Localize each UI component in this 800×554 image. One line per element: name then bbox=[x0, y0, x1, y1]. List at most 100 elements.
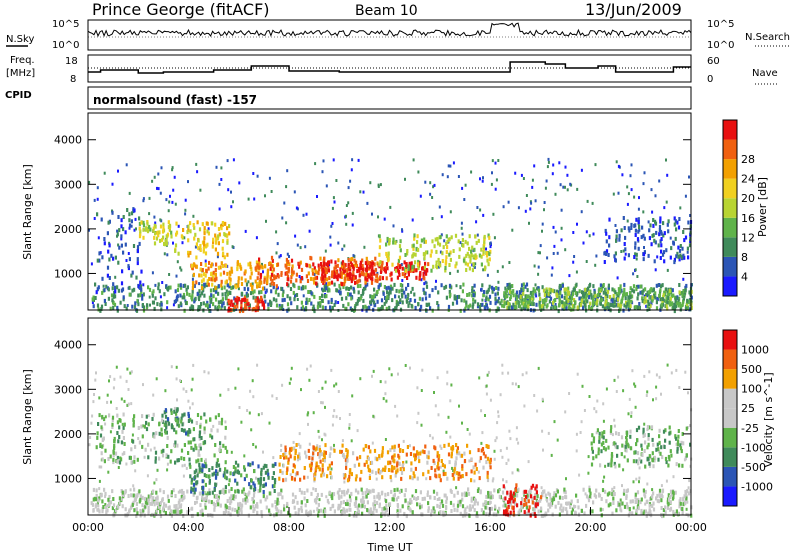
heatmap-cell bbox=[381, 469, 383, 473]
heatmap-cell bbox=[433, 244, 436, 249]
heatmap-cell bbox=[627, 299, 630, 304]
heatmap-cell bbox=[378, 262, 381, 267]
heatmap-cell bbox=[133, 305, 137, 310]
heatmap-cell bbox=[112, 497, 115, 501]
noise-tick-top: 10^5 bbox=[52, 19, 79, 30]
heatmap-cell bbox=[128, 226, 131, 230]
heatmap-cell bbox=[559, 506, 562, 511]
heatmap-cell bbox=[272, 456, 275, 460]
heatmap-cell bbox=[271, 484, 274, 489]
heatmap-cell bbox=[120, 224, 123, 229]
heatmap-cell bbox=[366, 306, 369, 311]
heatmap-cell bbox=[88, 180, 91, 184]
heatmap-cell bbox=[684, 501, 687, 506]
heatmap-cell bbox=[630, 299, 633, 304]
heatmap-cell bbox=[350, 491, 353, 496]
heatmap-cell bbox=[152, 412, 155, 417]
heatmap-cell bbox=[447, 164, 450, 168]
heatmap-cell bbox=[157, 233, 160, 238]
heatmap-cell bbox=[509, 295, 512, 299]
heatmap-cell bbox=[201, 222, 204, 227]
heatmap-cell bbox=[452, 503, 455, 508]
heatmap-cell bbox=[106, 231, 109, 236]
heatmap-cell bbox=[576, 305, 579, 310]
heatmap-cell bbox=[221, 246, 224, 251]
heatmap-cell bbox=[328, 281, 331, 286]
heatmap-cell bbox=[194, 232, 197, 237]
heatmap-cell bbox=[387, 294, 390, 299]
heatmap-cell bbox=[185, 287, 188, 292]
heatmap-cell bbox=[101, 290, 104, 295]
heatmap-cell bbox=[674, 490, 677, 495]
heatmap-cell bbox=[461, 492, 464, 497]
heatmap-cell bbox=[429, 306, 432, 311]
heatmap-cell bbox=[644, 296, 647, 301]
heatmap-cell bbox=[450, 490, 453, 494]
heatmap-cell bbox=[635, 257, 638, 261]
heatmap-cell bbox=[609, 295, 612, 299]
heatmap-cell bbox=[396, 503, 399, 507]
heatmap-cell bbox=[270, 281, 273, 286]
heatmap-cell bbox=[126, 208, 129, 212]
heatmap-cell bbox=[116, 232, 119, 237]
heatmap-cell bbox=[359, 260, 362, 265]
heatmap-cell bbox=[660, 392, 662, 396]
heatmap-cell bbox=[197, 291, 200, 296]
heatmap-cell bbox=[155, 490, 158, 495]
heatmap-cell bbox=[491, 289, 494, 294]
heatmap-cell bbox=[434, 468, 437, 473]
heatmap-cell bbox=[94, 282, 97, 287]
heatmap-cell bbox=[352, 266, 355, 271]
heatmap-cell bbox=[312, 509, 315, 513]
heatmap-cell bbox=[151, 293, 154, 298]
heatmap-cell bbox=[373, 293, 376, 298]
heatmap-cell bbox=[247, 462, 250, 467]
heatmap-cell bbox=[317, 263, 320, 268]
heatmap-cell bbox=[214, 268, 217, 272]
heatmap-cell bbox=[327, 266, 330, 271]
heatmap-cell bbox=[413, 453, 416, 458]
heatmap-cell bbox=[266, 268, 270, 273]
heatmap-cell bbox=[187, 414, 190, 419]
heatmap-cell bbox=[437, 413, 440, 417]
heatmap-cell bbox=[407, 272, 410, 277]
heatmap-cell bbox=[437, 304, 440, 307]
heatmap-cell bbox=[180, 427, 183, 432]
heatmap-cell bbox=[515, 305, 518, 310]
heatmap-cell bbox=[147, 455, 150, 460]
heatmap-cell bbox=[446, 245, 449, 250]
heatmap-cell bbox=[159, 488, 162, 493]
heatmap-cell bbox=[190, 388, 193, 392]
heatmap-cell bbox=[527, 304, 530, 309]
heatmap-cell bbox=[293, 446, 296, 451]
heatmap-cell bbox=[275, 512, 278, 517]
heatmap-cell bbox=[348, 426, 351, 430]
y-tick-label: 2000 bbox=[54, 223, 82, 236]
heatmap-cell bbox=[405, 514, 408, 519]
heatmap-cell bbox=[192, 363, 195, 367]
heatmap-cell bbox=[542, 489, 545, 494]
heatmap-cell bbox=[354, 262, 357, 267]
heatmap-cell bbox=[426, 493, 429, 497]
noise-sky-line bbox=[87, 22, 692, 38]
heatmap-cell bbox=[660, 237, 663, 241]
heatmap-cell bbox=[486, 251, 489, 256]
heatmap-cell bbox=[242, 297, 245, 302]
heatmap-cell bbox=[247, 301, 250, 306]
heatmap-cell bbox=[573, 288, 576, 293]
heatmap-cell bbox=[347, 186, 350, 190]
heatmap-cell bbox=[214, 272, 217, 277]
heatmap-cell bbox=[348, 494, 352, 499]
heatmap-cell bbox=[662, 513, 665, 518]
heatmap-cell bbox=[286, 308, 289, 313]
heatmap-cell bbox=[220, 226, 223, 231]
heatmap-cell bbox=[490, 182, 493, 186]
heatmap-cell bbox=[343, 489, 346, 494]
heatmap-cell bbox=[504, 291, 507, 296]
heatmap-cell bbox=[262, 450, 264, 454]
heatmap-cell bbox=[111, 210, 114, 215]
heatmap-cell bbox=[564, 291, 567, 296]
heatmap-cell bbox=[520, 283, 524, 288]
heatmap-cell bbox=[636, 499, 639, 504]
heatmap-cell bbox=[397, 495, 400, 499]
